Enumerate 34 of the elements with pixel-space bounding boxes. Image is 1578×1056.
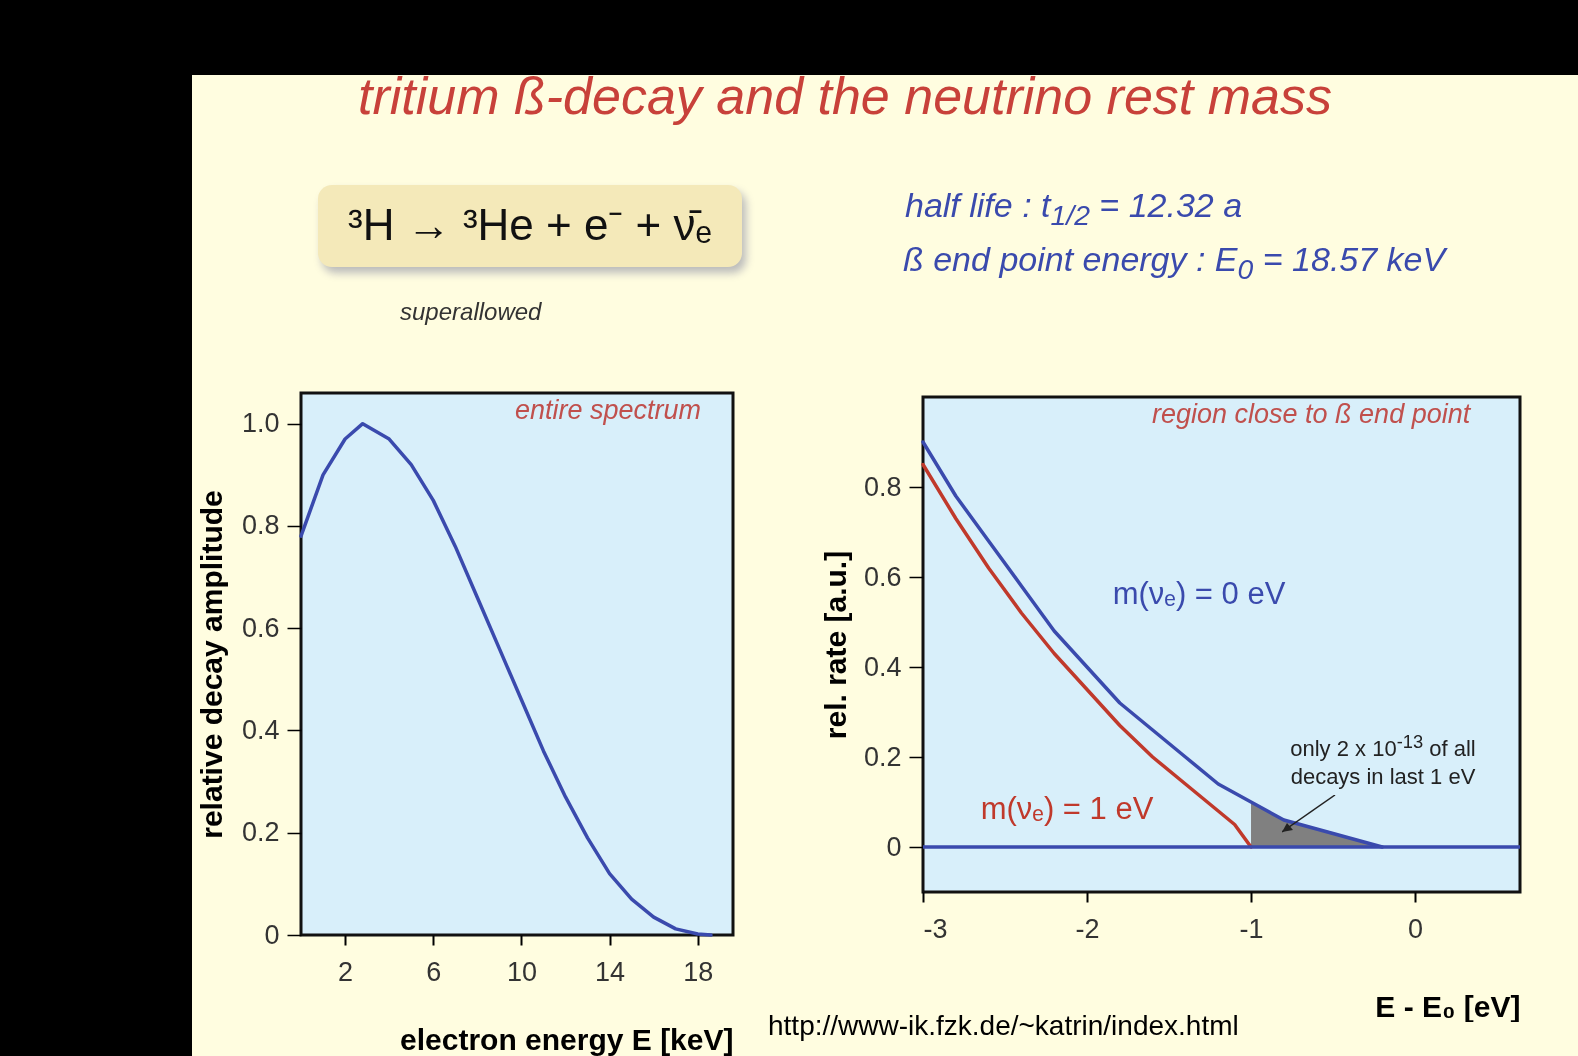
text: http://www-ik.fzk.de/~katrin/index.html	[768, 1010, 1239, 1042]
text: superallowed	[400, 298, 542, 326]
text: ß end point energy : E$_{0}$ = 18.57 keV	[903, 240, 1446, 286]
text: tritium ß-decay and the neutrino rest mass	[358, 66, 1332, 126]
x-tick-label: 10	[506, 956, 537, 987]
y-tick-label: 0	[886, 831, 902, 862]
annotation: region close to ß end point	[1152, 399, 1471, 430]
x-tick-label: 0	[1408, 913, 1424, 944]
y-tick-label: 0.4	[863, 651, 902, 682]
y-axis-title: rel. rate [a.u.]	[818, 550, 852, 740]
y-tick-label: 0.6	[863, 561, 902, 592]
y-tick-label: 0.2	[241, 817, 280, 848]
text: half life : t$_{1/2}$ = 12.32 a	[905, 186, 1243, 232]
y-tick-label: 0.8	[241, 510, 280, 541]
y-tick-label: 0.6	[241, 612, 280, 643]
y-tick-label: 1.0	[241, 408, 280, 439]
x-tick-label: 18	[683, 956, 714, 987]
x-tick-label: 6	[426, 956, 442, 987]
x-axis-title: E - E₀ [eV]	[1375, 989, 1521, 1023]
y-tick-label: 0.2	[863, 741, 902, 772]
series-label: m(νₑ) = 1 eV	[980, 790, 1154, 826]
x-tick-label: 14	[595, 956, 626, 987]
x-tick-label: 2	[338, 956, 354, 987]
annotation: entire spectrum	[515, 395, 702, 426]
series-label: m(νₑ) = 0 eV	[1112, 576, 1286, 611]
annotation: only 2 x 10$^{-13}$ of all decays in last 1 eV	[1289, 730, 1477, 792]
y-axis-title: relative decay amplitude	[194, 490, 228, 839]
x-axis-title: electron energy E [keV]	[400, 1022, 734, 1056]
x-tick-label: -1	[1239, 913, 1264, 944]
text: ³H → ³He + e⁻ + ν̄ₑ	[318, 185, 742, 267]
x-tick-label: -3	[923, 913, 948, 944]
x-tick-label: -2	[1075, 913, 1100, 944]
y-tick-label: 0.8	[863, 471, 902, 502]
y-tick-label: 0.4	[241, 714, 280, 745]
